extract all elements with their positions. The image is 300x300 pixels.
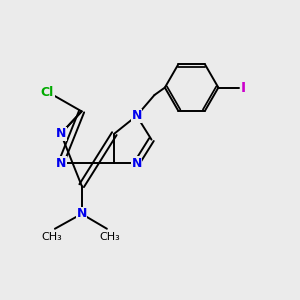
Text: N: N: [56, 127, 66, 140]
Text: N: N: [56, 157, 66, 170]
Text: CH₃: CH₃: [41, 232, 62, 242]
Text: N: N: [131, 109, 142, 122]
Text: N: N: [131, 157, 142, 170]
Text: N: N: [76, 207, 87, 220]
Text: I: I: [241, 81, 246, 94]
Text: Cl: Cl: [41, 85, 54, 98]
Text: CH₃: CH₃: [100, 232, 120, 242]
